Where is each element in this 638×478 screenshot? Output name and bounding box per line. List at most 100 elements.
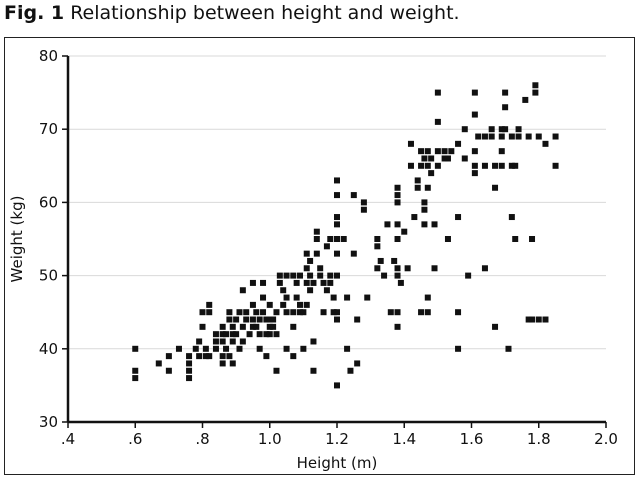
data-point xyxy=(283,294,290,301)
data-point xyxy=(455,140,462,147)
data-point xyxy=(481,162,488,169)
data-point xyxy=(260,279,267,286)
data-point xyxy=(313,236,320,242)
data-point xyxy=(354,360,361,367)
data-point xyxy=(290,272,297,279)
data-point xyxy=(246,331,253,338)
data-point xyxy=(508,133,515,140)
data-point xyxy=(253,323,260,330)
data-point xyxy=(434,89,441,96)
data-point xyxy=(334,382,340,389)
data-point xyxy=(239,287,246,294)
y-axis-title: Weight (kg) xyxy=(8,196,26,283)
data-point xyxy=(229,360,236,367)
data-point xyxy=(236,345,243,352)
data-point xyxy=(313,250,320,257)
data-point xyxy=(273,309,280,316)
data-point xyxy=(529,316,536,323)
data-point xyxy=(219,323,226,330)
data-point xyxy=(219,331,226,338)
y-axis-ticks: 30 40 50 60 70 80 xyxy=(39,47,68,431)
data-point xyxy=(165,353,172,360)
data-point xyxy=(465,272,472,279)
data-point xyxy=(532,82,539,89)
data-point xyxy=(256,331,263,338)
data-point xyxy=(219,338,226,345)
data-point xyxy=(266,323,273,330)
data-point xyxy=(249,301,256,308)
data-point xyxy=(334,309,340,316)
data-point xyxy=(226,316,233,323)
data-point xyxy=(283,309,290,316)
data-point xyxy=(323,243,330,250)
data-point xyxy=(266,301,273,308)
data-point xyxy=(334,316,340,323)
data-point xyxy=(226,353,233,360)
data-point xyxy=(327,279,334,286)
data-point xyxy=(492,162,499,169)
data-point xyxy=(273,367,280,374)
data-point xyxy=(441,148,448,155)
y-tick-label: 50 xyxy=(39,267,58,285)
data-point xyxy=(424,184,431,191)
data-point xyxy=(394,309,401,316)
data-point xyxy=(260,294,267,301)
data-point xyxy=(488,126,495,133)
figure-frame xyxy=(4,37,635,475)
data-point xyxy=(407,162,414,169)
data-point xyxy=(461,126,468,133)
data-point xyxy=(226,309,233,316)
data-point xyxy=(330,294,337,301)
data-point xyxy=(297,309,304,316)
data-point xyxy=(256,345,263,352)
data-point xyxy=(303,265,310,272)
data-point xyxy=(384,221,391,228)
data-point xyxy=(421,155,428,162)
data-point xyxy=(502,89,509,96)
data-point xyxy=(455,345,462,352)
figure-label: Fig. 1 xyxy=(4,2,65,24)
data-point xyxy=(155,360,162,367)
data-point xyxy=(297,301,304,308)
data-point xyxy=(441,155,448,162)
data-point xyxy=(223,345,230,352)
data-point xyxy=(334,214,340,221)
data-point xyxy=(206,353,213,360)
data-point xyxy=(132,375,139,382)
data-point xyxy=(360,199,367,206)
x-tick-label: 1.8 xyxy=(527,430,551,448)
data-point xyxy=(397,279,404,286)
x-tick-label: 1.6 xyxy=(460,430,484,448)
data-point xyxy=(542,316,549,323)
data-point xyxy=(263,316,270,323)
data-point xyxy=(303,279,310,286)
data-point xyxy=(394,323,401,330)
data-point xyxy=(199,323,206,330)
data-point xyxy=(350,250,357,257)
x-axis-title: Height (m) xyxy=(297,454,378,472)
data-point xyxy=(394,265,401,272)
data-point xyxy=(334,250,340,257)
data-point xyxy=(344,345,351,352)
data-point xyxy=(394,272,401,279)
data-point xyxy=(249,316,256,323)
data-point xyxy=(310,279,317,286)
data-point xyxy=(229,338,236,345)
data-point xyxy=(431,221,438,228)
data-point xyxy=(229,323,236,330)
data-point xyxy=(249,279,256,286)
data-point xyxy=(199,309,206,316)
data-point xyxy=(498,133,505,140)
data-point xyxy=(233,331,240,338)
data-point xyxy=(300,309,307,316)
x-tick-label: .4 xyxy=(61,430,75,448)
y-tick-label: 70 xyxy=(39,120,58,138)
data-point xyxy=(381,272,388,279)
data-point xyxy=(394,199,401,206)
data-point xyxy=(310,367,317,374)
data-point xyxy=(512,236,519,242)
y-tick-label: 60 xyxy=(39,193,58,211)
data-point xyxy=(340,236,347,242)
data-point xyxy=(283,345,290,352)
data-point xyxy=(461,155,468,162)
